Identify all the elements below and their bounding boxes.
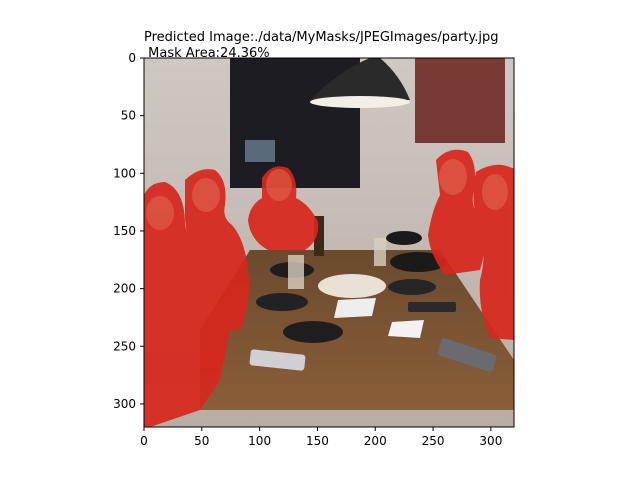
mask-person-5 [473, 164, 514, 340]
x-tick-label: 0 [140, 434, 148, 448]
napkin-center [334, 298, 376, 318]
plate-center [318, 274, 386, 298]
x-tick-label: 300 [479, 434, 502, 448]
dish-front [283, 321, 343, 343]
dish-right [390, 252, 446, 272]
y-axis: 0 50 100 150 200 250 300 [113, 51, 144, 411]
napkin [388, 320, 424, 338]
glass-left [288, 255, 304, 289]
lamp-shade [310, 58, 410, 100]
dish-left [256, 293, 308, 311]
x-tick-label: 200 [364, 434, 387, 448]
window-light [245, 140, 275, 162]
phone-back [408, 302, 456, 312]
title-line-1: Predicted Image:./data/MyMasks/JPEGImage… [144, 30, 499, 45]
y-tick-label: 100 [113, 166, 136, 180]
face-tints [146, 159, 508, 230]
y-tick-label: 200 [113, 282, 136, 296]
y-tick-label: 50 [121, 109, 136, 123]
x-tick-label: 100 [248, 434, 271, 448]
axes-frame [143, 57, 515, 428]
dining-table [200, 250, 514, 410]
phone-left [249, 349, 306, 371]
x-tick-label: 50 [194, 434, 209, 448]
title-line-2: Mask Area:24.36% [144, 46, 270, 61]
lamp-light [310, 96, 410, 108]
photo-image [144, 58, 514, 427]
dish-right-front [388, 279, 436, 295]
x-tick-label: 150 [306, 434, 329, 448]
x-tick-label: 250 [422, 434, 445, 448]
mask-person-3 [248, 166, 319, 250]
x-axis: 0 50 100 150 200 250 300 [140, 427, 502, 448]
wall-painting [415, 58, 505, 143]
y-tick-label: 250 [113, 339, 136, 353]
mask-person-1 [144, 182, 230, 427]
pot-back [386, 231, 422, 245]
phone-right [437, 338, 497, 372]
y-tick-label: 300 [113, 397, 136, 411]
bottle [314, 216, 324, 256]
figure-title: Predicted Image:./data/MyMasks/JPEGImage… [144, 30, 499, 62]
y-tick-label: 0 [128, 51, 136, 65]
y-tick-label: 150 [113, 224, 136, 238]
glass-right [374, 238, 386, 266]
